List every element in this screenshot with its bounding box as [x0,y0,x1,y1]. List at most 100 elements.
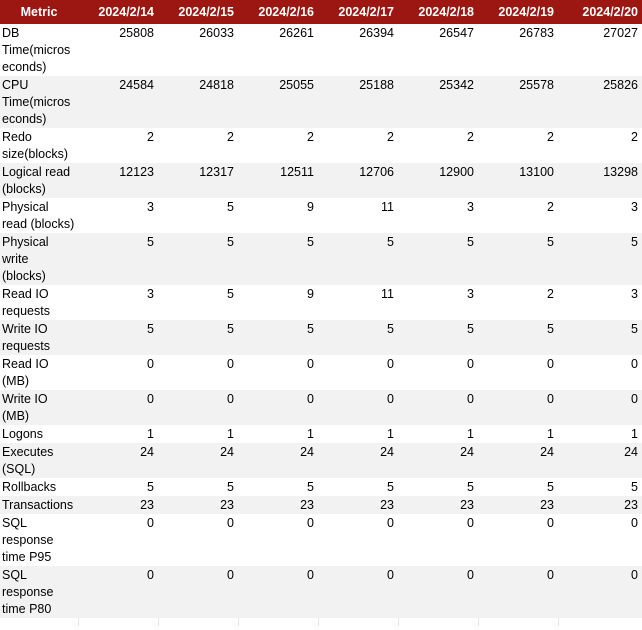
value-cell: 2 [478,128,558,163]
value-cell: 2 [398,128,478,163]
table-row: Read IO (MB) 0 0 0 0 0 0 0 [0,355,642,390]
value-cell: 23 [78,496,158,514]
value-cell: 5 [398,478,478,496]
metric-name-cell: Read IO (MB) [0,355,78,390]
value-cell: 5 [478,478,558,496]
value-cell: 0 [78,355,158,390]
value-cell: 5 [78,233,158,285]
value-cell: 0 [318,566,398,618]
value-cell: 9 [238,198,318,233]
value-cell: 2 [158,128,238,163]
value-cell: 26261 [238,24,318,76]
value-cell: 0 [398,566,478,618]
value-cell: 0 [318,390,398,425]
value-cell: 25808 [78,24,158,76]
value-cell: 0 [478,514,558,566]
value-cell: 24 [398,443,478,478]
value-cell: 2 [78,128,158,163]
metric-name-cell: SQL response time P80 [0,566,78,618]
value-cell: 23 [158,496,238,514]
value-cell: 0 [238,390,318,425]
value-cell: 24 [78,443,158,478]
value-cell: 25342 [398,76,478,128]
value-cell: 0 [478,355,558,390]
value-cell: 5 [558,320,642,355]
value-cell: 1 [78,425,158,443]
value-cell: 1 [558,425,642,443]
table-row: Executes (SQL) 24 24 24 24 24 24 24 [0,443,642,478]
table-row: Logical read (blocks) 12123 12317 12511 1270… [0,163,642,198]
value-cell: 5 [318,233,398,285]
value-cell: 12317 [158,163,238,198]
header-metric: Metric [0,0,78,24]
value-cell: 3 [558,285,642,320]
value-cell: 23 [478,496,558,514]
value-cell: 0 [238,355,318,390]
value-cell: 12900 [398,163,478,198]
value-cell: 5 [238,320,318,355]
metric-name-cell: SQL response time P95 [0,514,78,566]
value-cell: 5 [318,478,398,496]
value-cell: 0 [478,390,558,425]
value-cell: 1 [238,425,318,443]
header-date: 2024/2/15 [158,0,238,24]
metric-name-cell: Redo size(blocks) [0,128,78,163]
value-cell: 5 [158,320,238,355]
table-header: Metric 2024/2/14 2024/2/15 2024/2/16 202… [0,0,642,24]
value-cell: 0 [238,566,318,618]
table-row: Rollbacks 5 5 5 5 5 5 5 [0,478,642,496]
value-cell: 23 [558,496,642,514]
value-cell: 0 [478,566,558,618]
header-date: 2024/2/18 [398,0,478,24]
metric-name-cell: Logons [0,425,78,443]
value-cell: 5 [78,320,158,355]
value-cell: 0 [158,514,238,566]
metric-name-cell: CPU Time(microseconds) [0,76,78,128]
value-cell: 0 [158,390,238,425]
value-cell: 3 [78,285,158,320]
value-cell: 26783 [478,24,558,76]
value-cell: 0 [558,566,642,618]
value-cell: 0 [398,355,478,390]
value-cell: 27027 [558,24,642,76]
table-row: Physical read (blocks) 3 5 9 11 3 2 3 [0,198,642,233]
value-cell: 23 [238,496,318,514]
value-cell: 0 [398,514,478,566]
value-cell: 26547 [398,24,478,76]
value-cell: 12706 [318,163,398,198]
table-row: Read IO requests 3 5 9 11 3 2 3 [0,285,642,320]
value-cell: 2 [478,198,558,233]
metric-name-cell: Write IO requests [0,320,78,355]
metric-name-cell: DB Time(microseconds) [0,24,78,76]
value-cell: 5 [158,478,238,496]
value-cell: 1 [478,425,558,443]
table-row: Physical write (blocks) 5 5 5 5 5 5 5 [0,233,642,285]
value-cell: 24 [318,443,398,478]
value-cell: 26033 [158,24,238,76]
value-cell: 0 [558,514,642,566]
value-cell: 0 [158,355,238,390]
value-cell: 3 [398,285,478,320]
metric-name-cell: Read IO requests [0,285,78,320]
header-date: 2024/2/20 [558,0,642,24]
table-row: Redo size(blocks) 2 2 2 2 2 2 2 [0,128,642,163]
value-cell: 9 [238,285,318,320]
value-cell: 24 [238,443,318,478]
value-cell: 1 [318,425,398,443]
metric-name-cell: Transactions [0,496,78,514]
value-cell: 24584 [78,76,158,128]
value-cell: 5 [558,233,642,285]
value-cell: 5 [478,320,558,355]
metric-name-cell: Logical read (blocks) [0,163,78,198]
metric-name-cell: Physical read (blocks) [0,198,78,233]
value-cell: 24 [158,443,238,478]
value-cell: 0 [558,390,642,425]
header-row: Metric 2024/2/14 2024/2/15 2024/2/16 202… [0,0,642,24]
value-cell: 0 [238,514,318,566]
value-cell: 5 [478,233,558,285]
value-cell: 2 [318,128,398,163]
metric-name-cell: Physical write (blocks) [0,233,78,285]
value-cell: 25188 [318,76,398,128]
value-cell: 2 [478,285,558,320]
value-cell: 0 [78,566,158,618]
